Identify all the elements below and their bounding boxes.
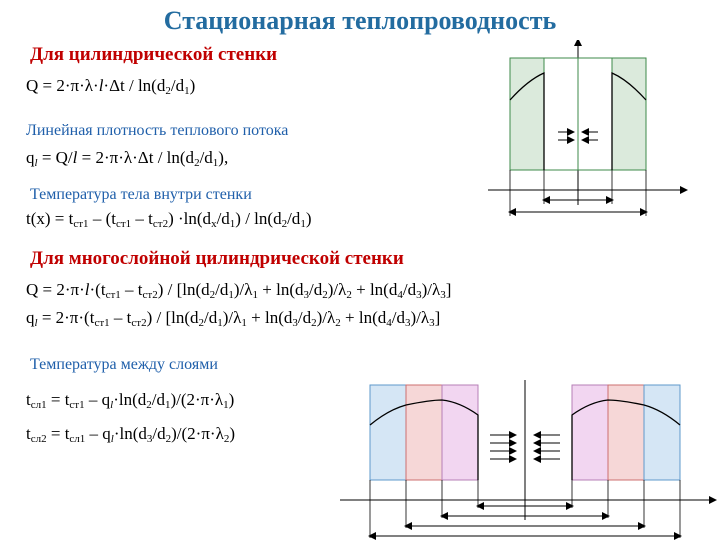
eq-t-sl1: tсл1 = tст1 – ql·ln(d2/d1)/(2·π·λ1): [26, 390, 234, 411]
eq-Q-single: Q = 2·π·λ·l·Δt / ln(d2/d1): [26, 76, 195, 97]
heading-cyl-single: Для цилиндрической стенки: [30, 44, 277, 66]
eq-Q-multi: Q = 2·π·l·(tст1 – tст2) / [ln(d2/d1)/λ1 …: [26, 280, 451, 301]
eq-t-x: t(x) = tст1 – (tст1 – tст2) ·ln(dx/d1) /…: [26, 209, 311, 230]
heading-temp-between: Температура между слоями: [30, 356, 218, 374]
eq-ql-single: ql = Q/l = 2·π·λ·Δt / ln(d2/d1),: [26, 148, 228, 169]
page-title: Стационарная теплопроводность: [0, 6, 720, 36]
heading-linear-density: Линейная плотность теплового потока: [26, 122, 288, 140]
figure-multilayer-wall: [330, 380, 720, 540]
eq-ql-multi: ql = 2·π·(tст1 – tст2) / [ln(d2/d1)/λ1 +…: [26, 308, 440, 329]
eq-t-sl2: tсл2 = tсл1 – ql·ln(d3/d2)/(2·π·λ2): [26, 424, 235, 445]
heading-temp-body: Температура тела внутри стенки: [30, 186, 252, 204]
figure-single-wall: [468, 40, 698, 220]
heading-cyl-multi: Для многослойной цилиндрической стенки: [30, 248, 404, 270]
